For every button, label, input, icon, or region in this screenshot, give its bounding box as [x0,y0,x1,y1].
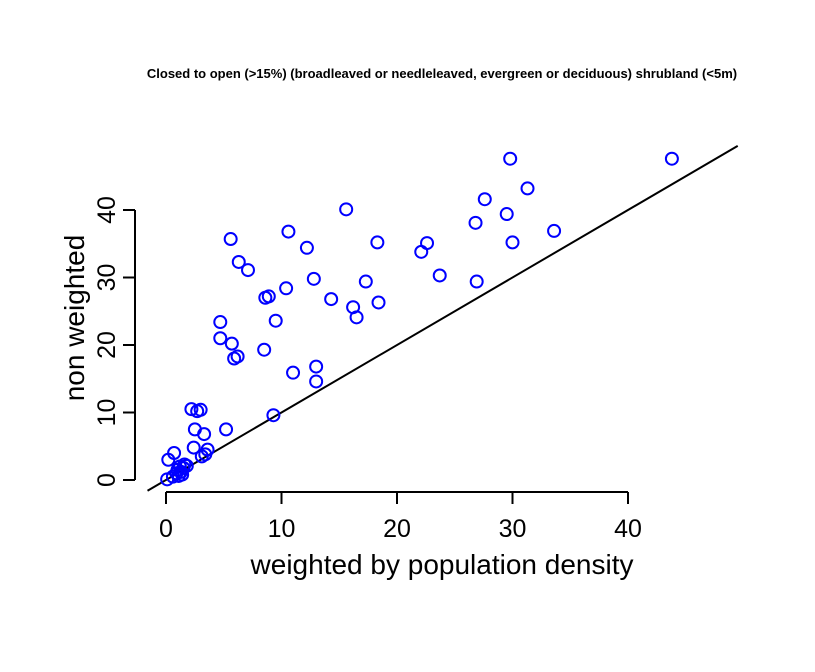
data-point-48 [370,235,385,250]
y-ticks: 0 10 20 30 40 [93,196,135,487]
x-tick-label-0: 0 [159,515,173,543]
data-point-22 [219,422,234,437]
chart-title: Closed to open (>15%) (broadleaved or ne… [147,66,737,81]
data-point-26 [224,336,239,351]
x-tick-label-2: 20 [383,515,411,543]
x-axis-label: weighted by population density [250,549,634,580]
data-point-40 [306,271,321,286]
data-point-59 [520,181,535,196]
data-point-21 [200,442,215,457]
data-point-50 [414,244,429,259]
data-point-3 [167,446,182,460]
data-points [160,151,679,487]
x-ticks: 0 10 20 30 40 [159,492,642,543]
data-point-24 [213,331,228,346]
y-tick-label-1: 10 [93,399,121,427]
data-point-39 [299,240,314,255]
x-axis: 0 10 20 30 40 [159,491,642,543]
data-point-28 [230,349,245,364]
y-axis: 0 10 20 30 40 [93,196,136,487]
data-point-37 [281,224,296,239]
data-point-33 [261,289,276,304]
data-point-38 [286,365,301,380]
data-point-30 [241,263,256,278]
data-point-35 [268,313,283,328]
data-point-60 [547,223,562,238]
data-point-52 [432,268,447,283]
y-tick-label-2: 20 [93,331,121,359]
data-point-57 [503,151,518,166]
reference-line [147,145,739,492]
data-point-42 [309,374,324,389]
data-point-13 [184,402,199,417]
data-point-46 [349,310,364,325]
data-point-23 [213,315,228,330]
data-point-53 [468,215,483,230]
data-point-19 [197,427,212,442]
data-point-12 [179,458,194,473]
data-point-36 [279,281,294,296]
data-point-49 [371,295,386,310]
data-point-61 [664,151,679,166]
data-point-56 [499,207,514,222]
data-point-44 [339,202,354,217]
data-point-55 [477,192,492,207]
data-point-41 [309,359,324,374]
data-point-14 [186,440,201,455]
x-tick-label-4: 40 [614,515,642,543]
data-point-17 [193,402,208,417]
data-point-47 [358,274,373,289]
data-point-43 [324,292,339,307]
data-point-29 [231,254,246,269]
x-tick-label-3: 30 [499,515,527,543]
y-tick-label-4: 40 [93,196,121,224]
y-axis-label: non weighted [59,235,90,402]
data-point-54 [469,274,484,289]
data-point-34 [266,408,281,423]
y-tick-label-3: 30 [93,264,121,292]
x-tick-label-1: 10 [268,515,296,543]
data-point-58 [505,235,520,250]
data-point-51 [420,236,435,251]
data-point-25 [223,232,238,247]
y-tick-label-0: 0 [93,473,121,487]
data-point-31 [257,342,272,357]
